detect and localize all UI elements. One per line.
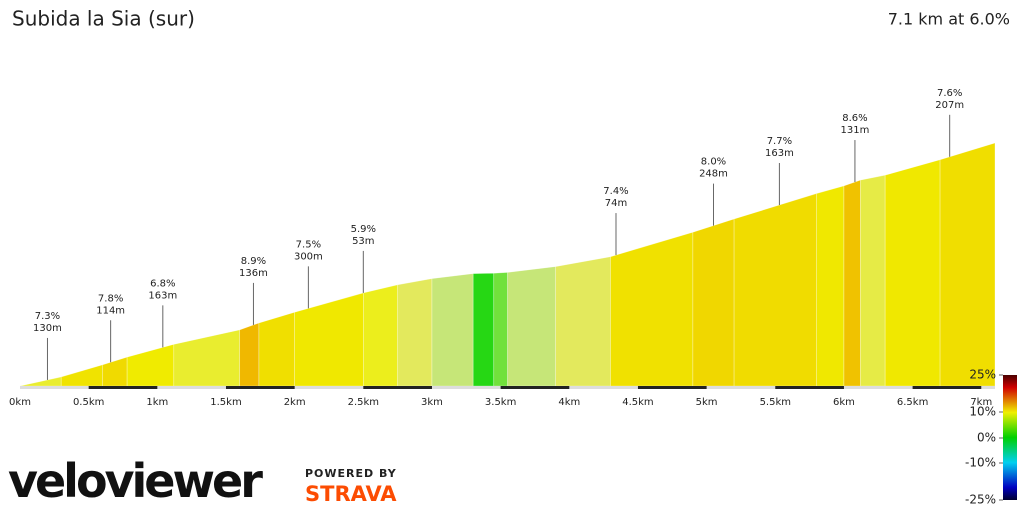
annotation-grade: 7.8%: [98, 293, 123, 304]
profile-segment: [816, 185, 845, 387]
profile-segment: [239, 322, 260, 387]
profile-segment: [884, 159, 941, 387]
scale-tick-label: 10%: [969, 405, 996, 419]
strava-logo: STRAVA: [305, 482, 397, 506]
profile-segment: [397, 278, 433, 387]
annotation-length: 163m: [765, 148, 794, 159]
x-tick-label: 2km: [284, 397, 306, 408]
annotation-length: 136m: [239, 268, 268, 279]
profile-segment: [733, 193, 817, 387]
annotation-grade: 5.9%: [351, 224, 376, 235]
axis-band: [363, 386, 432, 389]
profile-segment: [258, 311, 295, 387]
x-tick-label: 5km: [696, 397, 718, 408]
annotation-grade: 7.4%: [603, 186, 628, 197]
annotation-grade: 7.5%: [296, 239, 321, 250]
logo: veloviewer: [8, 454, 263, 508]
profile-segment: [363, 284, 398, 387]
scale-tick-label: 25%: [969, 368, 996, 382]
axis-band: [775, 386, 844, 389]
x-tick-label: 1km: [146, 397, 168, 408]
annotation-length: 74m: [605, 198, 627, 209]
scale-tick-label: 0%: [977, 431, 996, 445]
profile-segment: [843, 179, 861, 387]
annotation-grade: 8.0%: [701, 157, 726, 168]
chart-subtitle: 7.1 km at 6.0%: [888, 10, 1010, 29]
profile-segment: [860, 174, 886, 387]
x-tick-label: 3.5km: [485, 397, 516, 408]
x-tick-label: 5.5km: [760, 397, 791, 408]
chart-title: Subida la Sia (sur): [12, 7, 195, 31]
axis-band: [637, 386, 707, 389]
annotation-grade: 8.6%: [842, 113, 867, 124]
x-tick-label: 4.5km: [622, 397, 653, 408]
profile-segment: [939, 142, 996, 387]
axis-band: [88, 386, 158, 389]
profile-segment: [102, 356, 128, 387]
x-tick-label: 6.5km: [897, 397, 928, 408]
profile-segment: [493, 272, 508, 387]
powered-by: POWERED BY: [305, 467, 397, 480]
profile-segment: [610, 231, 694, 387]
annotation-grade: 7.3%: [35, 311, 60, 322]
annotation-grade: 8.9%: [241, 256, 266, 267]
x-tick-label: 2.5km: [348, 397, 379, 408]
color-scale-bar: [1003, 375, 1017, 500]
x-tick-label: 6km: [833, 397, 855, 408]
annotation-length: 207m: [935, 100, 964, 111]
x-tick-label: 1.5km: [210, 397, 241, 408]
annotation-grade: 6.8%: [150, 278, 175, 289]
x-tick-label: 4km: [558, 397, 580, 408]
profile-segment: [507, 266, 556, 387]
x-tick-label: 7km: [970, 397, 992, 408]
scale-tick-label: -10%: [965, 456, 996, 470]
annotation-length: 131m: [841, 125, 870, 136]
annotation-length: 130m: [33, 323, 62, 334]
x-tick-label: 0.5km: [73, 397, 104, 408]
profile-segment: [431, 273, 474, 387]
annotation-grade: 7.7%: [767, 136, 792, 147]
profile-segment: [19, 376, 62, 387]
annotation-length: 300m: [294, 251, 323, 262]
profile-segment: [173, 329, 241, 387]
annotation-grade: 7.6%: [937, 88, 962, 99]
profile-segment: [472, 272, 495, 387]
annotation-length: 53m: [352, 236, 374, 247]
profile-segment: [692, 218, 735, 387]
profile-segment: [294, 292, 364, 387]
profile-segment: [126, 343, 175, 387]
scale-tick-label: -25%: [965, 493, 996, 507]
axis-band: [225, 386, 295, 389]
annotation-length: 248m: [699, 169, 728, 180]
axis-band: [912, 386, 982, 389]
annotation-length: 114m: [96, 305, 125, 316]
profile-segment: [60, 364, 103, 387]
axis-band: [500, 386, 570, 389]
profile-segment: [555, 256, 611, 387]
x-tick-label: 3km: [421, 397, 443, 408]
annotation-length: 163m: [148, 290, 177, 301]
x-tick-label: 0km: [9, 397, 31, 408]
